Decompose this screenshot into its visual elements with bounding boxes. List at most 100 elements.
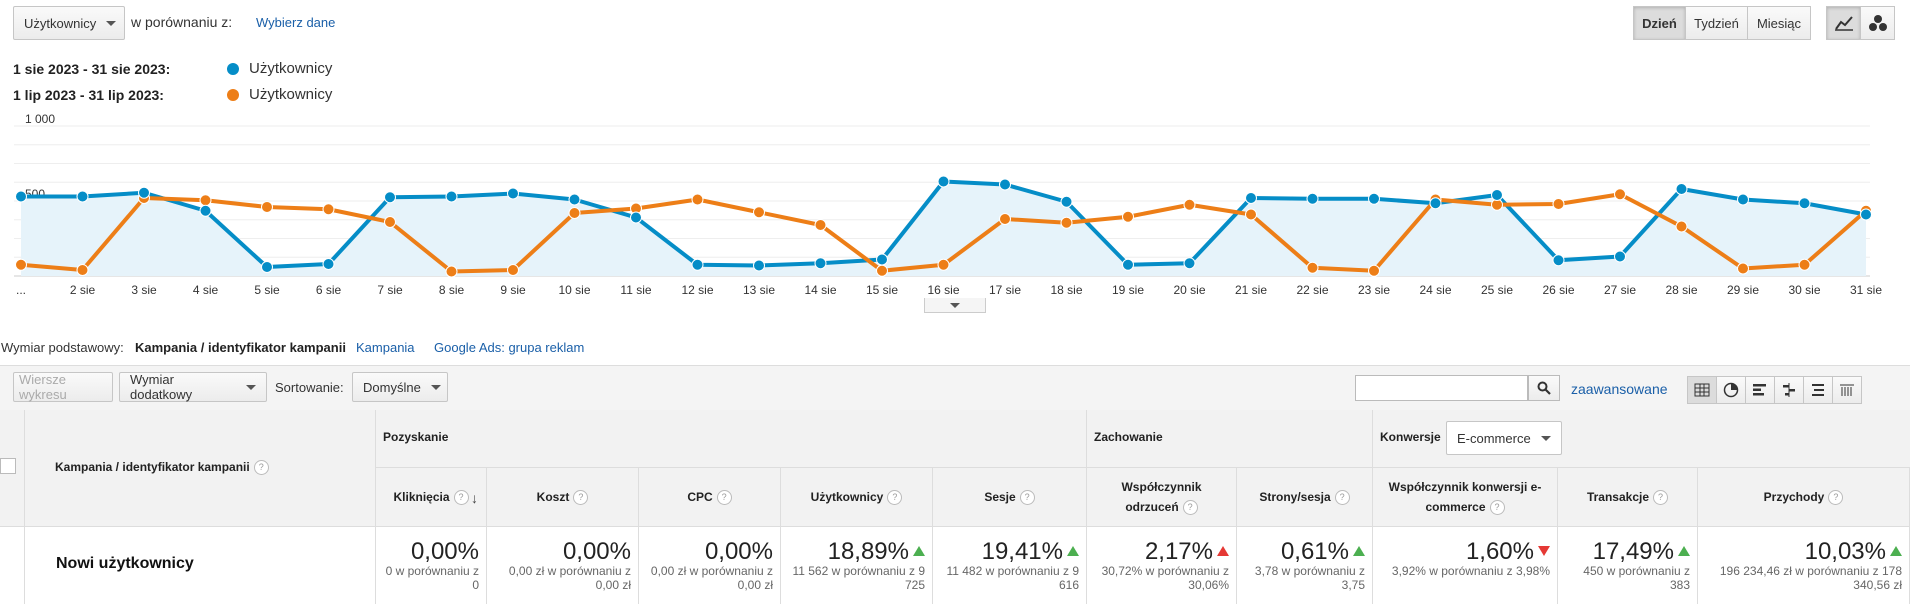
cell-value-text: 19,41% <box>981 538 1063 565</box>
column-header-clicks[interactable]: ↓ Kliknięcia? <box>376 468 487 526</box>
current-series-point <box>445 190 458 203</box>
select-all-checkbox[interactable] <box>0 458 16 474</box>
secondary-dimension-value: Wymiar dodatkowy <box>130 372 193 402</box>
sort-label: Sortowanie: <box>275 380 344 395</box>
advanced-filter-link[interactable]: zaawansowane <box>1571 381 1668 397</box>
behavior-group-label: Zachowanie <box>1094 430 1163 444</box>
column-header-pages-per-session[interactable]: Strony/sesja? <box>1237 468 1373 526</box>
compare-label: w porównaniu z: <box>131 14 233 30</box>
x-tick-label: 12 sie <box>681 283 713 297</box>
plot-rows-button[interactable]: Wiersze wykresu <box>13 372 113 402</box>
x-tick-label: 3 sie <box>131 283 157 297</box>
comparison-view-button[interactable] <box>1774 376 1804 404</box>
column-header-users[interactable]: Użytkownicy? <box>781 468 933 526</box>
bubble-chart-icon <box>1868 15 1887 31</box>
x-tick-label: 23 sie <box>1358 283 1390 297</box>
trend-up-icon <box>1067 545 1079 556</box>
current-series-label: Użytkownicy <box>249 60 333 77</box>
previous-series-label: Użytkownicy <box>249 86 333 103</box>
column-header-transactions[interactable]: Transakcje? <box>1558 468 1698 526</box>
bar-view-button[interactable] <box>1745 376 1775 404</box>
period-week-button[interactable]: Tydzień <box>1685 6 1748 40</box>
current-series-point <box>1860 208 1872 221</box>
pie-view-button[interactable] <box>1716 376 1746 404</box>
previous-series-point <box>1614 188 1626 201</box>
term-cloud-view-button[interactable] <box>1803 376 1833 404</box>
metric-select-value: Użytkownicy <box>24 15 97 31</box>
column-header-cost[interactable]: Koszt? <box>487 468 639 526</box>
period-month-button[interactable]: Miesiąc <box>1747 6 1811 40</box>
help-icon: ? <box>716 490 732 506</box>
column-label-ecommerce-conversion-rate: Współczynnik konwersji e-commerce <box>1388 480 1542 514</box>
conversion-type-value: E-commerce <box>1457 430 1531 446</box>
current-series-point <box>1060 195 1073 208</box>
trend-up-icon <box>1353 545 1365 556</box>
chart-collapse-handle[interactable] <box>924 298 986 313</box>
dimension-ads-group[interactable]: Google Ads: grupa reklam <box>434 340 585 355</box>
current-series-area <box>21 181 1866 276</box>
x-tick-label: 16 sie <box>927 283 959 297</box>
current-series-point <box>1491 189 1503 201</box>
current-series-point <box>999 178 1011 191</box>
cell-value-text: 1,60% <box>1465 538 1534 565</box>
trend-down-icon <box>1538 545 1550 556</box>
table-view-button[interactable] <box>1687 376 1717 404</box>
primary-dimension-label: Wymiar podstawowy: <box>1 340 124 355</box>
sort-arrow-icon: ↓ <box>471 490 478 506</box>
x-tick-label: 19 sie <box>1112 283 1144 297</box>
x-tick-label: 9 sie <box>500 283 526 297</box>
line-chart-view-button[interactable] <box>1826 6 1861 40</box>
table-cell-sessions <box>933 526 1087 604</box>
dimension-campaign[interactable]: Kampania <box>356 340 415 355</box>
conversions-group-label: Konwersje <box>1380 430 1441 444</box>
x-tick-label: ... <box>16 283 26 297</box>
chevron-down-icon <box>246 384 256 390</box>
secondary-dimension-select[interactable]: Wymiar dodatkowy <box>119 372 267 402</box>
current-series-point <box>1245 192 1257 204</box>
x-tick-label: 8 sie <box>439 283 465 297</box>
period-day-button[interactable]: Dzień <box>1633 6 1686 40</box>
pivot-view-button[interactable] <box>1832 376 1862 404</box>
trend-up-icon <box>1217 545 1229 556</box>
previous-series-point <box>261 201 273 213</box>
x-tick-label: 15 sie <box>866 283 898 297</box>
search-button[interactable] <box>1528 375 1560 401</box>
table-toolbar <box>0 365 1910 410</box>
conversion-type-select[interactable]: E-commerce <box>1446 421 1562 455</box>
dimension-header-label: Kampania / identyfikator kampanii <box>55 460 250 474</box>
x-tick-label: 24 sie <box>1419 283 1451 297</box>
dimension-header-cell <box>0 410 376 526</box>
x-tick-label: 14 sie <box>804 283 836 297</box>
list-icon <box>1812 384 1824 396</box>
current-series-point <box>876 253 888 266</box>
current-series-point <box>937 175 950 188</box>
cell-value-text: 0,00% <box>704 538 773 565</box>
x-tick-label: 11 sie <box>620 283 651 297</box>
motion-chart-view-button[interactable] <box>1860 6 1895 40</box>
column-header-cpc[interactable]: CPC? <box>639 468 781 526</box>
table-search-input[interactable] <box>1355 375 1528 401</box>
column-label-users: Użytkownicy <box>810 490 884 504</box>
current-series-point <box>199 204 212 217</box>
help-icon: ? <box>1334 490 1350 506</box>
dimension-header[interactable]: Kampania / identyfikator kampanii? <box>55 460 269 476</box>
x-tick-label: 5 sie <box>254 283 280 297</box>
cell-comparison-pages-per-session: 3,78 w porównaniu z 3,75 <box>1254 564 1365 592</box>
column-header-sessions[interactable]: Sesje? <box>933 468 1087 526</box>
current-series-point <box>1614 250 1626 263</box>
column-header-bounce-rate[interactable]: Współczynnik odrzuceń? <box>1087 468 1237 526</box>
chevron-down-icon <box>950 302 960 308</box>
cell-comparison-revenue: 196 234,46 zł w porównaniu z 178 340,56 … <box>1719 564 1902 592</box>
table-cell-cpc <box>639 526 781 604</box>
column-header-ecommerce-conversion-rate[interactable]: Współczynnik konwersji e-commerce? <box>1373 468 1558 526</box>
column-header-revenue[interactable]: Przychody? <box>1698 468 1910 526</box>
current-series-point <box>630 211 642 224</box>
x-tick-label: 7 sie <box>377 283 403 297</box>
sort-select[interactable]: Domyślne <box>352 372 448 402</box>
metric-select[interactable]: Użytkownicy <box>13 6 125 40</box>
choose-data-link[interactable]: Wybierz dane <box>256 15 336 30</box>
dimension-campaign-id[interactable]: Kampania / identyfikator kampanii <box>135 340 346 355</box>
previous-series-point <box>568 207 581 219</box>
previous-series-point <box>445 265 458 278</box>
current-series-point <box>1122 258 1134 271</box>
